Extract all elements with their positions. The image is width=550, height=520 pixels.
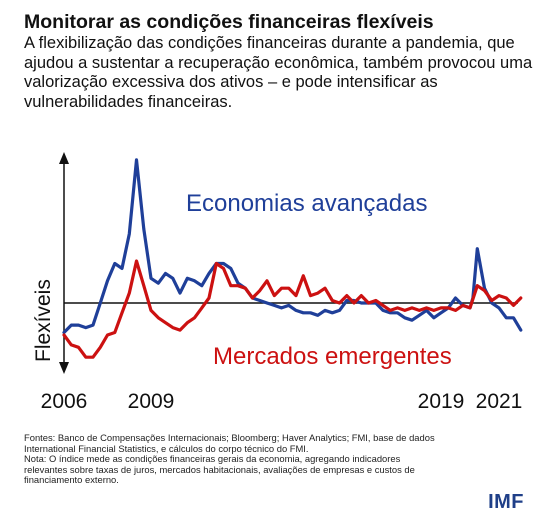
y-axis-arrow-down-icon (59, 362, 69, 374)
footnote-line: financiamento externo. (24, 474, 119, 486)
footnote-line: Nota: O índice mede as condições finance… (24, 453, 401, 465)
x-tick-label: 2021 (476, 390, 523, 413)
imf-logo: IMF (488, 491, 524, 513)
x-tick-label: 2009 (128, 390, 175, 413)
series-layer (62, 158, 523, 359)
y-axis-label: Flexíveis (32, 279, 55, 362)
footnote-line: International Financial Statistics, e cá… (24, 442, 309, 454)
series-line-emerging (62, 259, 523, 359)
series-label-advanced: Economias avançadas (186, 190, 427, 217)
line-chart: Flexíveis Economias avançadas Mercados e… (32, 152, 523, 413)
footnotes: Fontes: Banco de Compensações Internacio… (24, 432, 524, 486)
y-axis-arrow-up-icon (59, 152, 69, 164)
footnote-line: relevantes sobre taxas de juros, mercado… (24, 463, 415, 475)
chart-subtitle: A flexibilização das condições financeir… (24, 34, 533, 111)
chart-title: Monitorar as condições financeiras flexí… (24, 11, 434, 33)
x-tick-label: 2006 (41, 390, 88, 413)
x-axis-tick-labels: 2006 2009 2019 2021 (41, 390, 523, 413)
series-line-advanced (62, 158, 523, 335)
series-label-emerging: Mercados emergentes (213, 343, 452, 370)
footnote-line: Fontes: Banco de Compensações Internacio… (24, 432, 435, 443)
y-axis: Flexíveis (32, 152, 69, 374)
x-tick-label: 2019 (418, 390, 465, 413)
